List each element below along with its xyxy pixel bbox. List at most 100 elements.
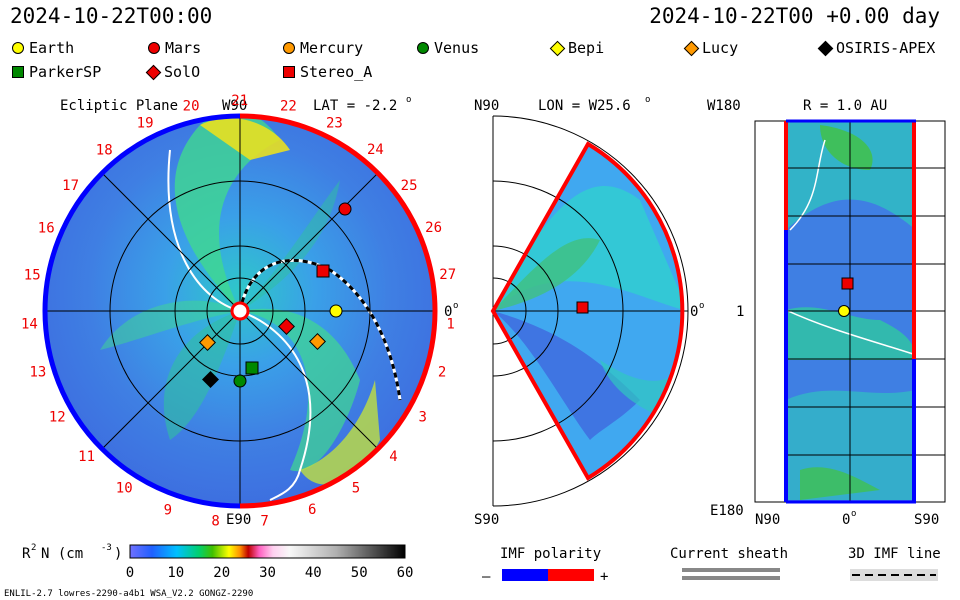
carrington-label: 10 xyxy=(116,480,133,496)
carrington-label: 17 xyxy=(62,178,79,194)
legend-item-mercury: Mercury xyxy=(283,39,363,57)
venus-marker xyxy=(233,374,247,388)
latlon-n90-label: N90 xyxy=(755,512,780,528)
header-datetime: 2024-10-22T00:00 xyxy=(10,4,213,28)
current-sheath-swatch xyxy=(682,568,780,580)
meridional-zero-label: 0 xyxy=(690,304,698,320)
header-time-offset: 2024-10-22T00 +0.00 day xyxy=(649,4,940,28)
current-sheath-title: Current sheath xyxy=(670,546,788,562)
parkersp-marker-icon xyxy=(12,66,24,78)
carrington-label: 15 xyxy=(24,268,41,284)
carrington-label: 18 xyxy=(96,143,113,159)
legend-item-solo: SolO xyxy=(145,63,201,81)
latlon-mid-label: 1 xyxy=(736,304,744,320)
colorbar-label-exp: -3 xyxy=(101,543,112,553)
carrington-label: 20 xyxy=(183,99,200,115)
latlon-zero-degree: o xyxy=(851,509,856,519)
latlon-zero-label: 0 xyxy=(842,512,850,528)
latlon-s90-label: S90 xyxy=(914,512,939,528)
ecliptic-lat-label: LAT = -2.2 xyxy=(313,98,397,114)
legend-label: ParkerSP xyxy=(29,63,102,81)
legend-label: Lucy xyxy=(702,39,739,57)
meridional-stereo-a-marker xyxy=(576,301,589,314)
carrington-label: 13 xyxy=(29,365,46,381)
ecliptic-plane-title: Ecliptic Plane xyxy=(60,98,178,114)
colorbar-tick-label: 30 xyxy=(259,565,276,581)
legend-item-bepi: Bepi xyxy=(549,39,605,57)
colorbar-label-close: ) xyxy=(114,546,122,562)
meridional-s90-label: S90 xyxy=(474,512,499,528)
latlon-w180-label: W180 xyxy=(707,98,741,114)
latlon-stereo-a-marker xyxy=(841,277,854,290)
bepi-marker xyxy=(199,334,216,351)
meridional-lon-degree: o xyxy=(645,95,650,105)
legend-item-mars: Mars xyxy=(148,39,201,57)
colorbar-label-sup: 2 xyxy=(31,543,36,553)
carrington-label: 27 xyxy=(439,267,456,283)
carrington-label: 6 xyxy=(308,502,316,518)
venus-marker-icon xyxy=(417,42,429,54)
colorbar-tick-label: 10 xyxy=(167,565,184,581)
earth-marker xyxy=(329,304,343,318)
legend-label: Mars xyxy=(165,39,202,57)
osiris-apex-marker xyxy=(202,371,219,388)
carrington-label: 24 xyxy=(367,142,384,158)
colorbar-label-n: N (cm xyxy=(41,546,83,562)
density-colorbar: R 2 N (cm -3 ) 0 10 20 30 40 50 60 xyxy=(22,543,413,581)
carrington-label: 2 xyxy=(438,365,446,381)
legend-item-lucy: Lucy xyxy=(683,39,739,57)
imf-line-title: 3D IMF line xyxy=(848,546,941,562)
carrington-label: 23 xyxy=(326,115,343,131)
legend-item-venus: Venus xyxy=(417,39,479,57)
imf-positive-bar xyxy=(548,569,594,581)
ecliptic-top-label: W90 xyxy=(222,98,247,114)
latitude-longitude-map xyxy=(754,119,946,504)
legend-label: Earth xyxy=(29,39,75,57)
carrington-label: 5 xyxy=(352,480,360,496)
latlon-radius-label: R = 1.0 AU xyxy=(803,98,887,114)
legend-label: SolO xyxy=(164,63,201,81)
ecliptic-plane-disc xyxy=(42,113,438,509)
colorbar-tick-label: 20 xyxy=(213,565,230,581)
carrington-label: 22 xyxy=(280,99,297,115)
legend-item-stereo-a: Stereo_A xyxy=(283,63,372,81)
latlon-earth-marker xyxy=(838,305,850,317)
latlon-e180-label: E180 xyxy=(710,503,744,519)
meridional-plane-wedge xyxy=(490,115,689,507)
carrington-label: 4 xyxy=(389,449,397,465)
stereo-a-marker xyxy=(316,264,330,278)
stereo-a-marker-icon xyxy=(283,66,295,78)
carrington-label: 1 xyxy=(446,316,454,332)
legend-label: Venus xyxy=(434,39,480,57)
legend-item-osiris-apex: OSIRIS-APEX xyxy=(817,39,935,57)
carrington-label: 25 xyxy=(401,178,418,194)
solo-marker xyxy=(278,318,295,335)
legend-item-parkersp: ParkerSP xyxy=(12,63,101,81)
imf-negative-bar xyxy=(502,569,548,581)
meridional-zero-degree: o xyxy=(699,301,704,311)
colorbar-tick-label: 50 xyxy=(351,565,368,581)
colorbar-tick-label: 60 xyxy=(397,565,414,581)
colorbar-tick-label: 40 xyxy=(305,565,322,581)
carrington-label: 9 xyxy=(164,502,172,518)
meridional-lon-label: LON = W25.6 xyxy=(538,98,631,114)
carrington-label: 7 xyxy=(260,514,268,530)
ecliptic-zero-label: 0 xyxy=(444,304,452,320)
mars-marker-icon xyxy=(148,42,160,54)
imf-polarity-title: IMF polarity xyxy=(500,546,601,562)
carrington-label: 8 xyxy=(211,514,219,530)
carrington-label: 3 xyxy=(418,410,426,426)
carrington-label: 19 xyxy=(137,116,154,132)
carrington-label: 12 xyxy=(49,410,66,426)
mercury-marker-icon xyxy=(283,42,295,54)
ecliptic-bottom-label: E90 xyxy=(226,512,251,528)
legend-label: Bepi xyxy=(568,39,605,57)
legend-label: Mercury xyxy=(300,39,364,57)
legend-label: Stereo_A xyxy=(300,63,373,81)
earth-marker-icon xyxy=(12,42,24,54)
imf-line-swatch xyxy=(850,569,938,581)
legend-item-earth: Earth xyxy=(12,39,74,57)
meridional-n90-label: N90 xyxy=(474,98,499,114)
